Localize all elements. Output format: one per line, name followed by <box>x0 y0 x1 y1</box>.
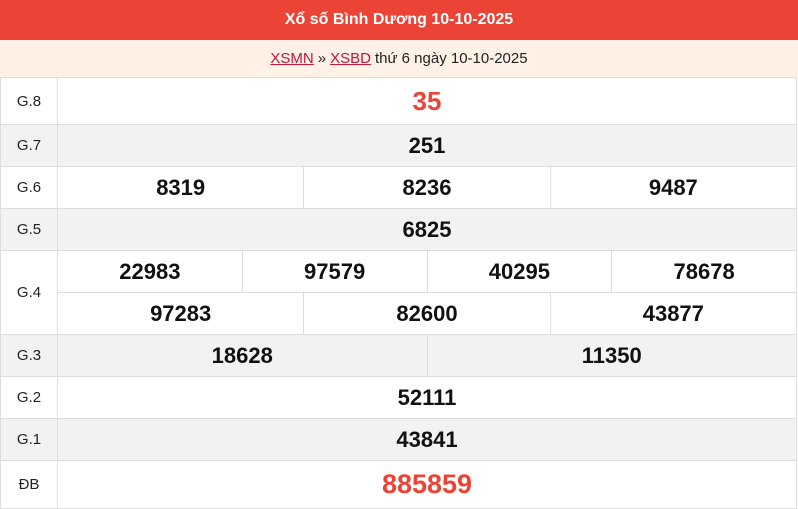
prize-number: 8236 <box>303 167 549 208</box>
prize-number: 18628 <box>211 342 273 368</box>
prize-number: 43877 <box>549 293 796 334</box>
prize-label: G.8 <box>0 77 58 125</box>
prize-number: 6825 <box>57 208 797 251</box>
prize-label: ĐB <box>0 460 58 509</box>
prize-number: 9487 <box>549 167 796 208</box>
prize-number: 78678 <box>611 251 796 292</box>
prize-number: 40295 <box>426 251 612 292</box>
prize-label: G.5 <box>0 208 58 251</box>
row-g7: G.7 251 <box>0 124 797 167</box>
prize-label: G.7 <box>0 124 58 167</box>
row-g4: G.4 22983 97579 40295 78678 <box>0 250 797 335</box>
prize-number: 97579 <box>241 251 427 292</box>
prize-number: 8319 <box>156 174 206 200</box>
prize-label: G.1 <box>0 418 58 461</box>
row-g8: G.8 35 <box>0 77 797 125</box>
results-table: G.8 35 G.7 251 G.6 8319 8236 9487 G.5 6825 G.4… <box>0 77 797 509</box>
row-g4b: 97283 82600 43877 <box>1 292 797 335</box>
xsbd-link[interactable]: XSBD <box>330 50 371 67</box>
breadcrumb-date: thứ 6 ngày 10-10-2025 <box>374 50 528 67</box>
prize-number: 43841 <box>57 418 797 461</box>
prize-number: 82600 <box>303 293 549 334</box>
row-g3: G.3 18628 11350 <box>0 334 797 377</box>
breadcrumb-separator: » <box>317 50 327 67</box>
row-g5: G.5 6825 <box>0 208 797 251</box>
prize-number: 35 <box>57 77 797 125</box>
prize-number: 52111 <box>57 376 797 419</box>
prize-label: G.2 <box>0 376 58 419</box>
row-g1: G.1 43841 <box>0 418 797 461</box>
xsmn-link[interactable]: XSMN <box>270 50 314 67</box>
row-special: ĐB 885859 <box>0 460 797 509</box>
row-g6: G.6 8319 8236 9487 <box>0 166 797 209</box>
prize-number: 97283 <box>150 300 212 326</box>
breadcrumb: XSMN » XSBD thứ 6 ngày 10-10-2025 <box>0 40 798 77</box>
row-g2: G.2 52111 <box>0 376 797 419</box>
prize-number: 22983 <box>119 258 181 284</box>
page-title: Xổ số Bình Dương 10-10-2025 <box>0 0 798 40</box>
prize-label: G.3 <box>0 334 58 377</box>
prize-label: G.4 <box>0 250 58 335</box>
prize-number: 11350 <box>426 335 797 376</box>
prize-label: G.6 <box>0 166 58 209</box>
prize-number: 251 <box>57 124 797 167</box>
special-prize-number: 885859 <box>57 460 797 509</box>
